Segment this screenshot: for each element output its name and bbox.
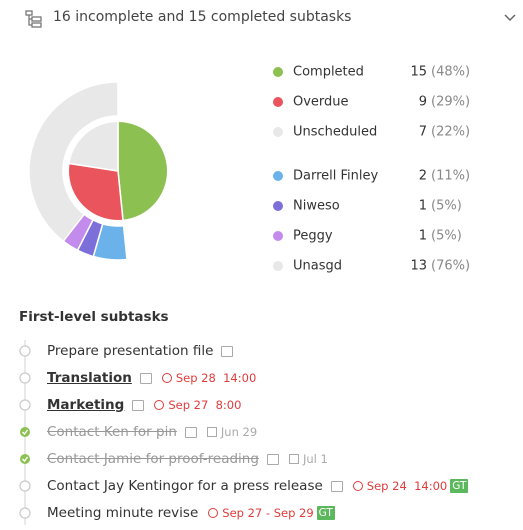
pie-rim	[67, 120, 169, 222]
assignee-badge: GT	[450, 479, 469, 493]
task-name[interactable]: Meeting minute revise	[47, 505, 199, 521]
status-done	[20, 427, 30, 437]
ring-segment	[62, 213, 95, 252]
ring-segment	[76, 219, 104, 258]
legend-label: Darrell Finley	[293, 169, 378, 184]
legend-dot	[273, 127, 283, 137]
status-open[interactable]	[19, 480, 31, 492]
task-row: Contact Jay Kentingor for a press releas…	[47, 476, 469, 496]
subtask-icon	[221, 345, 234, 357]
task-row: Contact Jamie for proof-reading Jul 1	[47, 449, 328, 469]
legend-percent: (76%)	[431, 259, 470, 274]
task-name[interactable]: Prepare presentation file	[47, 343, 214, 359]
legend-dot	[273, 231, 283, 241]
due-text: Jun 29	[220, 425, 258, 439]
check	[22, 456, 29, 463]
legend-label: Completed	[293, 65, 364, 80]
task-name[interactable]: Translation	[47, 370, 132, 386]
clock-icon	[208, 508, 219, 518]
legend-dot	[273, 67, 283, 77]
legend-percent: (5%)	[431, 229, 462, 244]
status-open[interactable]	[19, 345, 31, 357]
legend-count: 7	[419, 125, 427, 140]
due-text: Sep 27 8:00	[168, 398, 242, 412]
due-text: Sep 28 14:00	[175, 371, 257, 385]
collapse-chevron[interactable]	[504, 14, 516, 22]
legend-percent: (48%)	[431, 65, 470, 80]
check	[22, 429, 29, 436]
subtask-icon	[132, 399, 145, 411]
legend-count: 15	[410, 65, 427, 80]
due-text: Sep 24 14:00	[366, 479, 448, 493]
legend-label: Niweso	[293, 199, 340, 214]
header-title: 16 incomplete and 15 completed subtasks	[53, 9, 352, 25]
legend-label: Unscheduled	[293, 125, 377, 140]
task-name[interactable]: Marketing	[47, 397, 125, 413]
status-open[interactable]	[19, 507, 31, 519]
clock-icon	[161, 373, 172, 383]
legend-label: Unasgd	[293, 259, 342, 274]
legend-label: Peggy	[293, 229, 333, 244]
task-name[interactable]: Contact Ken for pin	[47, 424, 177, 440]
task-row: Prepare presentation file	[47, 341, 234, 361]
status-open[interactable]	[19, 399, 31, 411]
subtask-icon	[330, 480, 343, 492]
task-row: Meeting minute revise Sep 27 - Sep 29 GT	[47, 503, 335, 523]
legend: Completed 15 (48%) Overdue 9 (29%) Unscheduled…	[273, 65, 470, 274]
due-text: Sep 27 - Sep 29	[222, 506, 314, 520]
due-text: Jul 1	[302, 452, 328, 466]
legend-percent: (29%)	[431, 95, 470, 110]
legend-count: 9	[419, 95, 427, 110]
ring-segment	[28, 81, 119, 243]
subtask-icon	[139, 372, 152, 384]
due-date: Sep 24 14:00	[352, 479, 448, 493]
legend-dot	[273, 171, 283, 181]
status-dots	[19, 345, 31, 519]
legend-percent: (22%)	[431, 125, 470, 140]
status-done	[20, 454, 30, 464]
legend-percent: (11%)	[431, 169, 470, 184]
legend-count: 1	[419, 199, 427, 214]
due-date: Jul 1	[288, 452, 328, 466]
due-date: Jun 29	[206, 425, 258, 439]
due-date: Sep 28 14:00	[161, 371, 257, 385]
due-date: Sep 27 8:00	[154, 398, 241, 412]
legend-percent: (5%)	[431, 199, 462, 214]
task-row: Contact Ken for pin Jun 29	[47, 422, 257, 442]
calendar-icon	[206, 427, 217, 437]
legend-count: 1	[419, 229, 427, 244]
pie-slice	[117, 120, 169, 222]
section-title: First-level subtasks	[19, 309, 169, 325]
task-row: Marketing Sep 27 8:00	[47, 395, 241, 415]
subtask-icon	[25, 10, 42, 28]
legend-label: Overdue	[293, 95, 349, 110]
legend-dot	[273, 97, 283, 107]
assignee-badge: GT	[316, 506, 335, 520]
subtask-icon	[184, 426, 197, 438]
task-row: Translation Sep 28 14:00	[47, 368, 256, 388]
legend-count: 2	[419, 169, 427, 184]
task-name[interactable]: Contact Jamie for proof-reading	[47, 451, 259, 467]
ring-segment	[92, 222, 128, 261]
legend-count: 13	[410, 259, 427, 274]
donut-chart	[28, 81, 169, 261]
subtask-icon	[266, 453, 279, 465]
clock-icon	[352, 481, 363, 491]
clock-icon	[154, 400, 165, 410]
legend-dot	[273, 261, 283, 271]
legend-dot	[273, 201, 283, 211]
due-date: Sep 27 - Sep 29	[208, 506, 314, 520]
calendar-icon	[288, 454, 299, 464]
task-name[interactable]: Contact Jay Kentingor for a press releas…	[47, 478, 323, 494]
status-open[interactable]	[19, 372, 31, 384]
